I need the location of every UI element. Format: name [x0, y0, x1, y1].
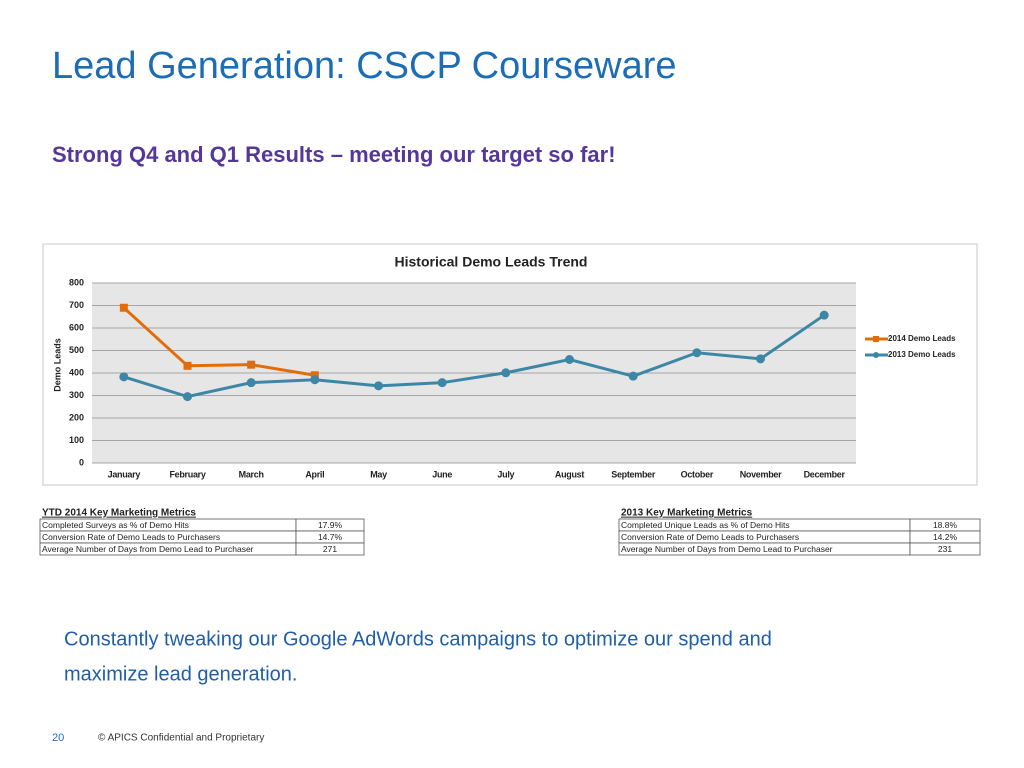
table-label: Conversion Rate of Demo Leads to Purchas…	[42, 532, 220, 542]
x-tick-label: March	[239, 469, 264, 479]
x-tick-label: December	[804, 469, 846, 479]
table-title: 2013 Key Marketing Metrics	[621, 508, 753, 519]
x-tick-label: November	[740, 469, 782, 479]
x-tick-label: February	[169, 469, 205, 479]
y-tick-label: 100	[69, 435, 84, 445]
table-value: 14.7%	[318, 532, 343, 542]
legend-label: 2013 Demo Leads	[888, 350, 956, 359]
series-line	[123, 313, 826, 399]
page-number: 20	[52, 732, 64, 744]
body-text: maximize lead generation.	[64, 663, 297, 685]
table-value: 17.9%	[318, 520, 343, 530]
marker	[374, 381, 383, 391]
x-tick-label: June	[432, 469, 452, 479]
chart-title: Historical Demo Leads Trend	[395, 254, 588, 270]
table-value: 271	[323, 544, 337, 554]
x-tick-label: August	[555, 469, 584, 479]
table-label: Completed Unique Leads as % of Demo Hits	[621, 520, 790, 530]
marker	[819, 310, 829, 320]
marker	[119, 372, 129, 382]
x-tick-label: October	[681, 469, 714, 479]
body-text: Constantly tweaking our Google AdWords c…	[64, 628, 772, 650]
table-value: 231	[938, 544, 952, 554]
table-label: Average Number of Days from Demo Lead to…	[621, 544, 833, 554]
y-tick-label: 500	[69, 345, 84, 355]
footer-text: © APICS Confidential and Proprietary	[98, 733, 264, 744]
table-label: Completed Surveys as % of Demo Hits	[42, 520, 189, 530]
table-label: Conversion Rate of Demo Leads to Purchas…	[621, 532, 799, 542]
y-tick-label: 700	[69, 300, 84, 310]
y-tick-label: 600	[69, 322, 84, 332]
series-line	[122, 306, 316, 377]
marker	[501, 368, 511, 378]
x-tick-label: September	[611, 469, 656, 479]
x-tick-label: April	[305, 469, 324, 479]
x-tick-label: July	[497, 469, 514, 479]
marker	[246, 378, 256, 388]
y-tick-label: 400	[69, 367, 84, 377]
marker	[565, 355, 574, 364]
marker	[437, 378, 447, 388]
table-title: YTD 2014 Key Marketing Metrics	[42, 508, 196, 519]
x-tick-label: May	[370, 469, 387, 479]
y-tick-label: 300	[69, 390, 84, 400]
y-tick-label: 200	[69, 412, 84, 422]
legend-marker	[873, 336, 879, 342]
y-axis-label: Demo Leads	[52, 338, 62, 392]
marker	[183, 392, 192, 402]
x-tick-label: January	[108, 469, 141, 479]
y-tick-label: 0	[79, 457, 84, 467]
marker	[119, 303, 128, 312]
marker	[692, 348, 702, 358]
marker	[310, 375, 320, 385]
marker	[183, 361, 192, 370]
table-cell	[295, 542, 365, 556]
marker	[628, 371, 638, 381]
y-tick-label: 800	[69, 277, 84, 287]
slide-title: Lead Generation: CSCP Courseware	[52, 45, 677, 87]
table-value: 14.2%	[933, 532, 958, 542]
legend-label: 2014 Demo Leads	[888, 334, 956, 343]
marker	[247, 360, 256, 369]
legend-marker	[873, 352, 879, 358]
table-cell	[909, 542, 981, 556]
table-label: Average Number of Days from Demo Lead to…	[42, 544, 254, 554]
marker	[756, 354, 765, 364]
subtitle: Strong Q4 and Q1 Results – meeting our t…	[52, 142, 616, 167]
table-value: 18.8%	[933, 520, 958, 530]
